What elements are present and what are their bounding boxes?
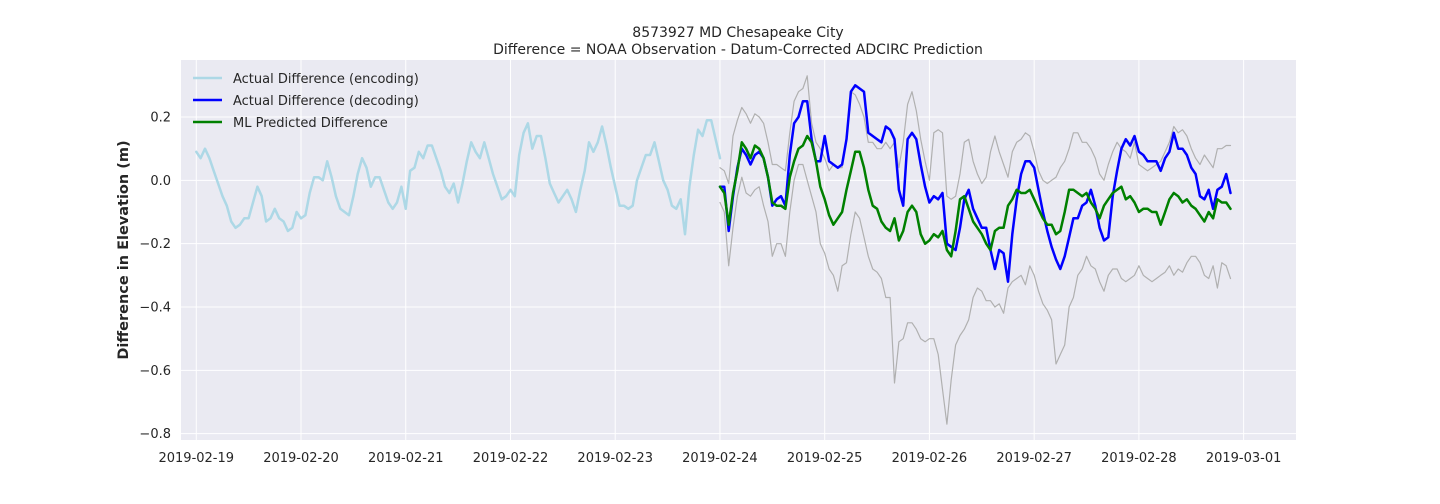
y-tick-label: −0.8 xyxy=(139,427,171,442)
x-tick-label: 2019-02-19 xyxy=(158,451,234,466)
upper-bound-line xyxy=(719,75,1232,200)
y-tick-label: −0.4 xyxy=(139,301,171,316)
legend: Actual Difference (encoding) Actual Diff… xyxy=(193,72,419,131)
series-predicted-line xyxy=(718,134,1232,258)
x-tick-label: 2019-02-24 xyxy=(682,451,758,466)
y-tick-label: 0.0 xyxy=(150,174,171,189)
y-tick-label: 0.2 xyxy=(150,111,171,126)
y-tick-label: −0.2 xyxy=(139,237,171,252)
x-tick-label: 2019-02-23 xyxy=(577,451,653,466)
x-tick-label: 2019-02-22 xyxy=(473,451,549,466)
legend-label-predicted: ML Predicted Difference xyxy=(233,116,388,131)
x-tick-label: 2019-02-26 xyxy=(892,451,968,466)
ticks: 2019-02-19 2019-02-20 2019-02-21 2019-02-22… xyxy=(139,111,1281,467)
chart-subtitle: Difference = NOAA Observation - Datum-Co… xyxy=(493,42,983,58)
series-decoding-line xyxy=(718,84,1232,283)
x-tick-label: 2019-02-21 xyxy=(368,451,444,466)
grid xyxy=(181,60,1296,440)
series-layer xyxy=(195,75,1232,425)
x-tick-label: 2019-02-20 xyxy=(263,451,339,466)
series-encoding-line xyxy=(195,118,722,236)
x-tick-label: 2019-02-28 xyxy=(1101,451,1177,466)
x-tick-label: 2019-02-27 xyxy=(996,451,1072,466)
legend-label-encoding: Actual Difference (encoding) xyxy=(233,72,419,87)
chart-title: 8573927 MD Chesapeake City xyxy=(632,25,843,41)
y-tick-label: −0.6 xyxy=(139,364,171,379)
legend-label-decoding: Actual Difference (decoding) xyxy=(233,94,419,109)
y-axis-label: Difference in Elevation (m) xyxy=(116,140,132,359)
plot-background xyxy=(181,60,1296,440)
x-tick-label: 2019-02-25 xyxy=(787,451,863,466)
lower-bound-line xyxy=(719,163,1232,425)
x-tick-label: 2019-03-01 xyxy=(1206,451,1282,466)
